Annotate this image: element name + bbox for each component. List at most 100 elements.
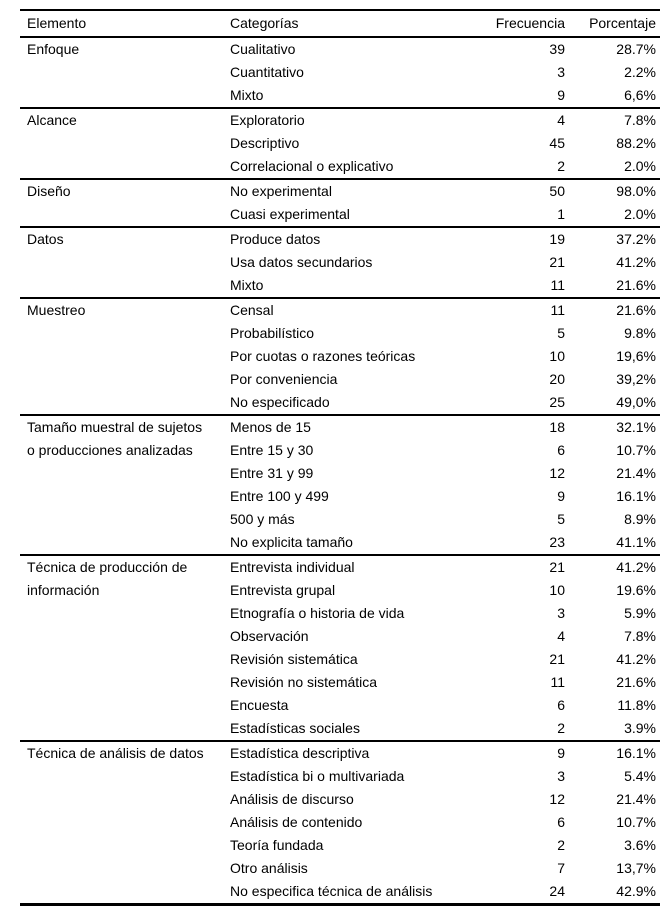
frequency-cell: 24 — [549, 883, 565, 899]
element-cell: Tamaño muestral de sujetos o produccione… — [20, 414, 225, 555]
percentage-cell: 2.0% — [624, 158, 656, 174]
frequency-cell: 6 — [557, 697, 565, 713]
percentage-cell: 32.1% — [565, 414, 660, 439]
element-cell: Alcance — [20, 107, 225, 179]
frequency-cell: 2 — [557, 837, 565, 853]
percentage-cell: 2.0% — [624, 206, 656, 222]
frequency-cell: 6 — [557, 814, 565, 830]
percentage-cell: 21.4% — [616, 791, 656, 807]
table-row: Cuantitativo 3 2.2% — [20, 61, 660, 84]
frequency-cell: 11 — [476, 297, 565, 322]
column-header-porcentaje: Porcentaje — [565, 10, 660, 38]
frequency-cell: 21 — [549, 651, 565, 667]
table-row: Técnica de producción de información Entr… — [20, 554, 660, 741]
category-cell: Entre 15 y 30 — [230, 442, 314, 458]
frequency-cell: 9 — [476, 740, 565, 765]
table-row: Tamaño muestral de sujetos o produccione… — [20, 414, 660, 555]
percentage-cell: 6,6% — [624, 87, 656, 103]
table-row: Diseño No experimental 50 98.0% — [20, 178, 660, 227]
category-cell: Probabilístico — [230, 325, 315, 341]
category-cell: Correlacional o explicativo — [230, 158, 394, 174]
percentage-cell: 21.6% — [565, 297, 660, 322]
category-cell: Entrevista grupal — [230, 582, 336, 598]
category-cell: Mixto — [230, 87, 264, 103]
category-cell: Estadísticas sociales — [230, 720, 360, 736]
category-cell: No experimental — [225, 178, 476, 203]
category-cell: Revisión no sistemática — [230, 674, 378, 690]
frequency-cell: 10 — [549, 348, 565, 364]
table-row: Etnografía o historia de vida 3 5.9% — [20, 602, 660, 625]
frequency-cell: 50 — [476, 178, 565, 203]
table-row: 500 y más 5 8.9% — [20, 508, 660, 531]
category-cell: Produce datos — [225, 226, 476, 251]
frequency-cell: 7 — [557, 860, 565, 876]
table-row: Análisis de contenido 6 10.7% — [20, 811, 660, 834]
category-cell: Estadística descriptiva — [225, 740, 476, 765]
frequency-cell: 5 — [557, 325, 565, 341]
category-cell: Análisis de discurso — [230, 791, 354, 807]
percentage-cell: 21.6% — [616, 277, 656, 293]
frequency-cell: 25 — [549, 394, 565, 410]
element-cell: Datos — [20, 226, 225, 298]
percentage-cell: 41.1% — [616, 534, 656, 550]
table-row: Análisis de discurso 12 21.4% — [20, 788, 660, 811]
category-cell: Exploratorio — [225, 107, 476, 132]
category-cell: Por conveniencia — [230, 371, 338, 387]
percentage-cell: 16.1% — [565, 740, 660, 765]
frequency-cell: 6 — [557, 442, 565, 458]
category-cell: Entrevista individual — [225, 554, 476, 579]
frequency-cell: 20 — [549, 371, 565, 387]
percentage-cell: 8.9% — [624, 511, 656, 527]
category-cell: Encuesta — [230, 697, 289, 713]
table-row: No especifica técnica de análisis 24 42.9% — [20, 880, 660, 905]
table-body: Enfoque Cualitativo 39 28.7% Cuantitativo 3 2.… — [20, 36, 660, 905]
category-cell: Cualitativo — [225, 36, 476, 61]
column-header-frecuencia: Frecuencia — [476, 10, 565, 38]
table-row: Revisión no sistemática 11 21.6% — [20, 671, 660, 694]
table-row: Enfoque Cualitativo 39 28.7% — [20, 36, 660, 108]
category-cell: Otro análisis — [230, 860, 308, 876]
percentage-cell: 37.2% — [565, 226, 660, 251]
category-cell: Menos de 15 — [225, 414, 476, 439]
table-row: Datos Produce datos 19 37.2% — [20, 226, 660, 298]
table-row: Revisión sistemática 21 41.2% — [20, 648, 660, 671]
percentage-cell: 49,0% — [616, 394, 656, 410]
category-cell: Análisis de contenido — [230, 814, 363, 830]
table-row: Alcance Exploratorio 4 7.8% — [20, 107, 660, 179]
percentage-cell: 10.7% — [616, 442, 656, 458]
percentage-cell: 13,7% — [616, 860, 656, 876]
table-header: Elemento Categorías Frecuencia Porcentaj… — [20, 10, 660, 38]
table-row: Técnica de análisis de datos Estadística … — [20, 740, 660, 905]
percentage-cell: 42.9% — [616, 883, 656, 899]
frequency-cell: 5 — [557, 511, 565, 527]
percentage-cell: 19.6% — [616, 582, 656, 598]
percentage-cell: 5.4% — [624, 768, 656, 784]
table-row: Usa datos secundarios 21 41.2% — [20, 251, 660, 274]
category-cell: 500 y más — [230, 511, 295, 527]
category-cell: Mixto — [230, 277, 264, 293]
frequency-cell: 4 — [476, 107, 565, 132]
table-row: Entrevista grupal 10 19.6% — [20, 579, 660, 602]
table-row: Entre 15 y 30 6 10.7% — [20, 439, 660, 462]
frequency-cell: 1 — [557, 206, 565, 222]
frequency-cell: 3 — [557, 768, 565, 784]
table-row: Por cuotas o razones teóricas 10 19,6% — [20, 345, 660, 368]
percentage-cell: 41.2% — [616, 254, 656, 270]
frequency-cell: 11 — [550, 277, 565, 293]
table-container: Elemento Categorías Frecuencia Porcentaj… — [20, 9, 660, 906]
frequency-cell: 3 — [557, 64, 565, 80]
table-row: No especificado 25 49,0% — [20, 391, 660, 415]
element-cell: Muestreo — [20, 297, 225, 415]
percentage-cell: 5.9% — [624, 605, 656, 621]
percentage-cell: 39,2% — [616, 371, 656, 387]
percentage-cell: 11.8% — [617, 697, 656, 713]
table-row: Por conveniencia 20 39,2% — [20, 368, 660, 391]
table-row: No explicita tamaño 23 41.1% — [20, 531, 660, 555]
category-cell: Descriptivo — [230, 135, 300, 151]
table-row: Mixto 11 21.6% — [20, 274, 660, 298]
category-cell: Teoría fundada — [230, 837, 324, 853]
percentage-cell: 16.1% — [616, 488, 656, 504]
column-header-categorias: Categorías — [225, 10, 476, 38]
element-cell: Enfoque — [20, 36, 225, 108]
table-row: Teoría fundada 2 3.6% — [20, 834, 660, 857]
